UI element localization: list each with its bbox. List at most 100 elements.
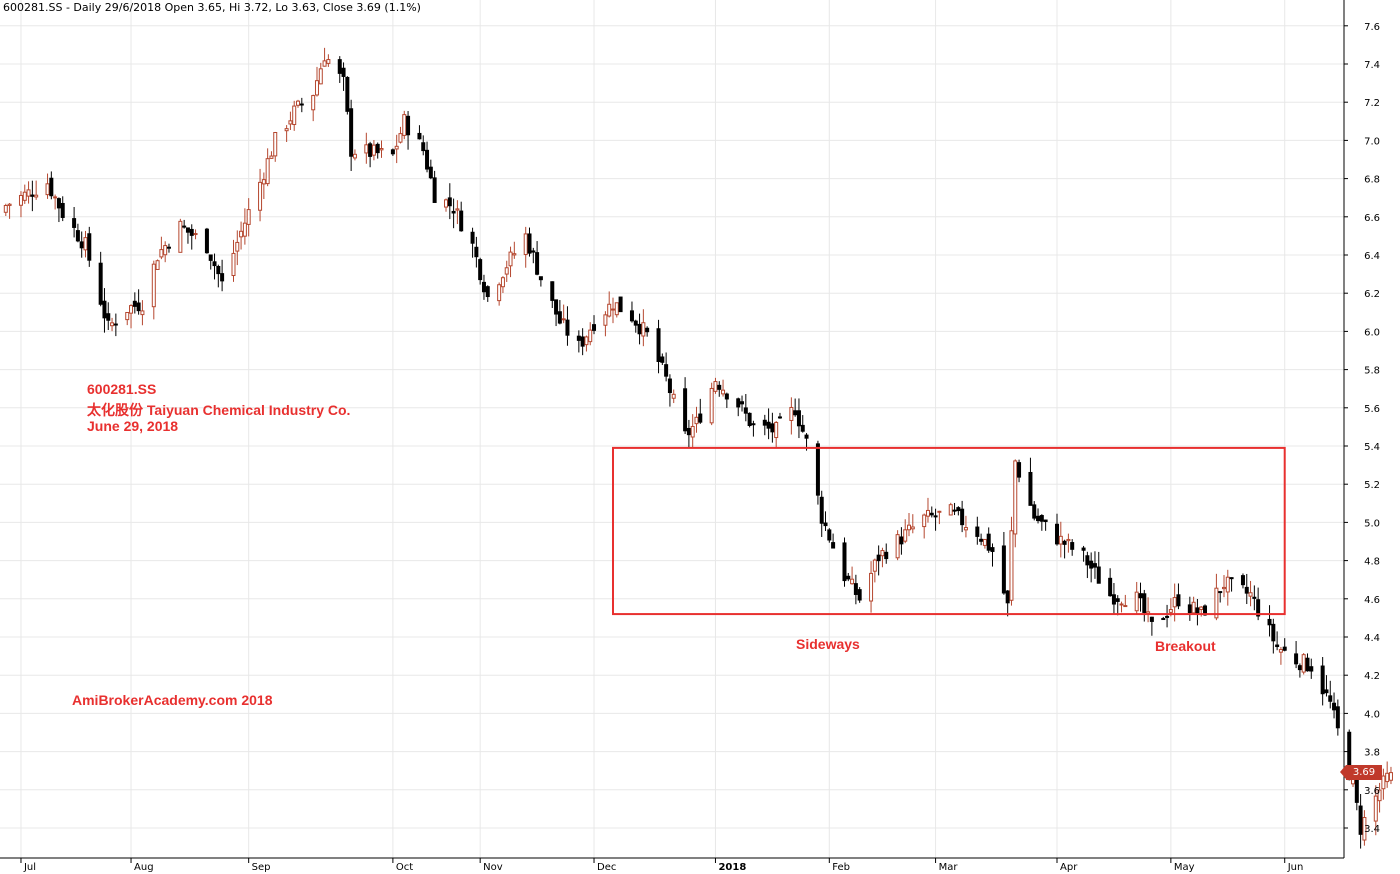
candle-body	[1149, 616, 1154, 622]
candle-body	[694, 416, 699, 425]
candle-body	[299, 103, 304, 106]
candle-body	[857, 589, 862, 601]
candle-body	[1043, 519, 1048, 522]
candle-body	[208, 254, 213, 261]
y-tick-label: 3.4	[1364, 824, 1380, 835]
candle-body	[60, 202, 65, 218]
candle-body	[1032, 504, 1037, 519]
candle-body	[610, 308, 615, 311]
candle-body	[1165, 615, 1170, 618]
candle-body	[1111, 594, 1116, 605]
candle-body	[1081, 547, 1086, 551]
candle-body	[132, 300, 137, 307]
candle-body	[512, 253, 517, 256]
candle-body	[390, 149, 395, 155]
candle-body	[535, 252, 540, 275]
candle-body	[72, 218, 77, 228]
candle-body	[1096, 566, 1101, 584]
candle-body	[1013, 460, 1018, 535]
candle-body	[1244, 586, 1249, 594]
y-tick-label: 6.6	[1364, 213, 1380, 224]
candle-body	[83, 237, 88, 251]
candle-body	[136, 302, 141, 312]
candle-body	[1142, 593, 1147, 613]
candle-body	[641, 322, 646, 337]
candle-body	[425, 149, 430, 170]
candle-body	[698, 413, 703, 423]
candle-body	[98, 262, 103, 305]
candle-body	[576, 335, 581, 341]
candle-body	[1225, 576, 1230, 593]
candle-body	[1168, 609, 1173, 613]
candle-body	[125, 311, 130, 321]
candle-body	[1009, 530, 1014, 601]
candle-body	[531, 250, 536, 253]
candle-body	[671, 393, 676, 399]
candle-body	[1058, 535, 1063, 545]
candle-body	[1381, 775, 1386, 790]
candle-body	[474, 246, 479, 258]
candle-body	[1278, 649, 1283, 653]
candle-body	[106, 313, 111, 321]
candle-body	[963, 527, 968, 531]
candle-body	[910, 526, 915, 530]
candle-body	[364, 144, 369, 154]
candle-body	[1039, 515, 1044, 522]
candle-body	[557, 311, 562, 324]
candle-body	[922, 514, 927, 528]
candle-body	[178, 220, 183, 253]
candle-body	[952, 509, 957, 512]
candle-body	[584, 336, 589, 346]
candle-body	[1358, 805, 1363, 835]
candle-body	[26, 189, 31, 197]
candle-body	[398, 133, 403, 143]
candle-body	[1275, 644, 1280, 648]
candle-body	[1229, 577, 1234, 580]
candle-body	[660, 356, 665, 363]
candle-body	[740, 401, 745, 405]
candle-body	[185, 227, 190, 233]
candle-body	[527, 233, 532, 254]
candle-body	[406, 115, 411, 136]
candle-body	[656, 328, 661, 362]
ticker-label: 600281.SS	[87, 381, 157, 397]
y-tick-label: 4.2	[1364, 671, 1380, 682]
candle-body	[960, 508, 965, 526]
candle-body	[1115, 598, 1120, 602]
y-tick-label: 7.6	[1364, 22, 1380, 33]
candle-body	[766, 421, 771, 429]
candle-body	[481, 281, 486, 293]
candle-body	[538, 276, 543, 281]
candle-body	[1017, 462, 1022, 478]
candle-body	[345, 76, 350, 112]
candle-body	[3, 205, 8, 213]
candle-body	[485, 286, 490, 298]
candle-body	[713, 381, 718, 392]
candle-body	[337, 59, 342, 74]
candle-body	[880, 550, 885, 557]
candle-body	[151, 263, 156, 308]
y-tick-label: 7.0	[1364, 136, 1380, 147]
candle-body	[1218, 591, 1223, 594]
candle-body	[1309, 666, 1314, 672]
candle-body	[110, 322, 115, 327]
candle-body	[265, 158, 270, 185]
candle-body	[1055, 523, 1060, 545]
candle-body	[554, 299, 559, 315]
candle-body	[903, 529, 908, 542]
candle-body	[326, 59, 331, 64]
candle-body	[1240, 575, 1245, 586]
candle-body	[796, 410, 801, 427]
y-tick-label: 6.0	[1364, 327, 1380, 338]
candle-body	[288, 120, 293, 125]
x-tick-label: Jul	[23, 862, 36, 873]
candle-body	[899, 536, 904, 545]
candle-body	[800, 424, 805, 432]
candle-body	[166, 246, 171, 249]
candle-body	[220, 273, 225, 282]
candle-body	[637, 323, 642, 335]
candle-body	[318, 68, 323, 85]
date-label: June 29, 2018	[87, 418, 179, 434]
candle-body	[1332, 702, 1337, 711]
